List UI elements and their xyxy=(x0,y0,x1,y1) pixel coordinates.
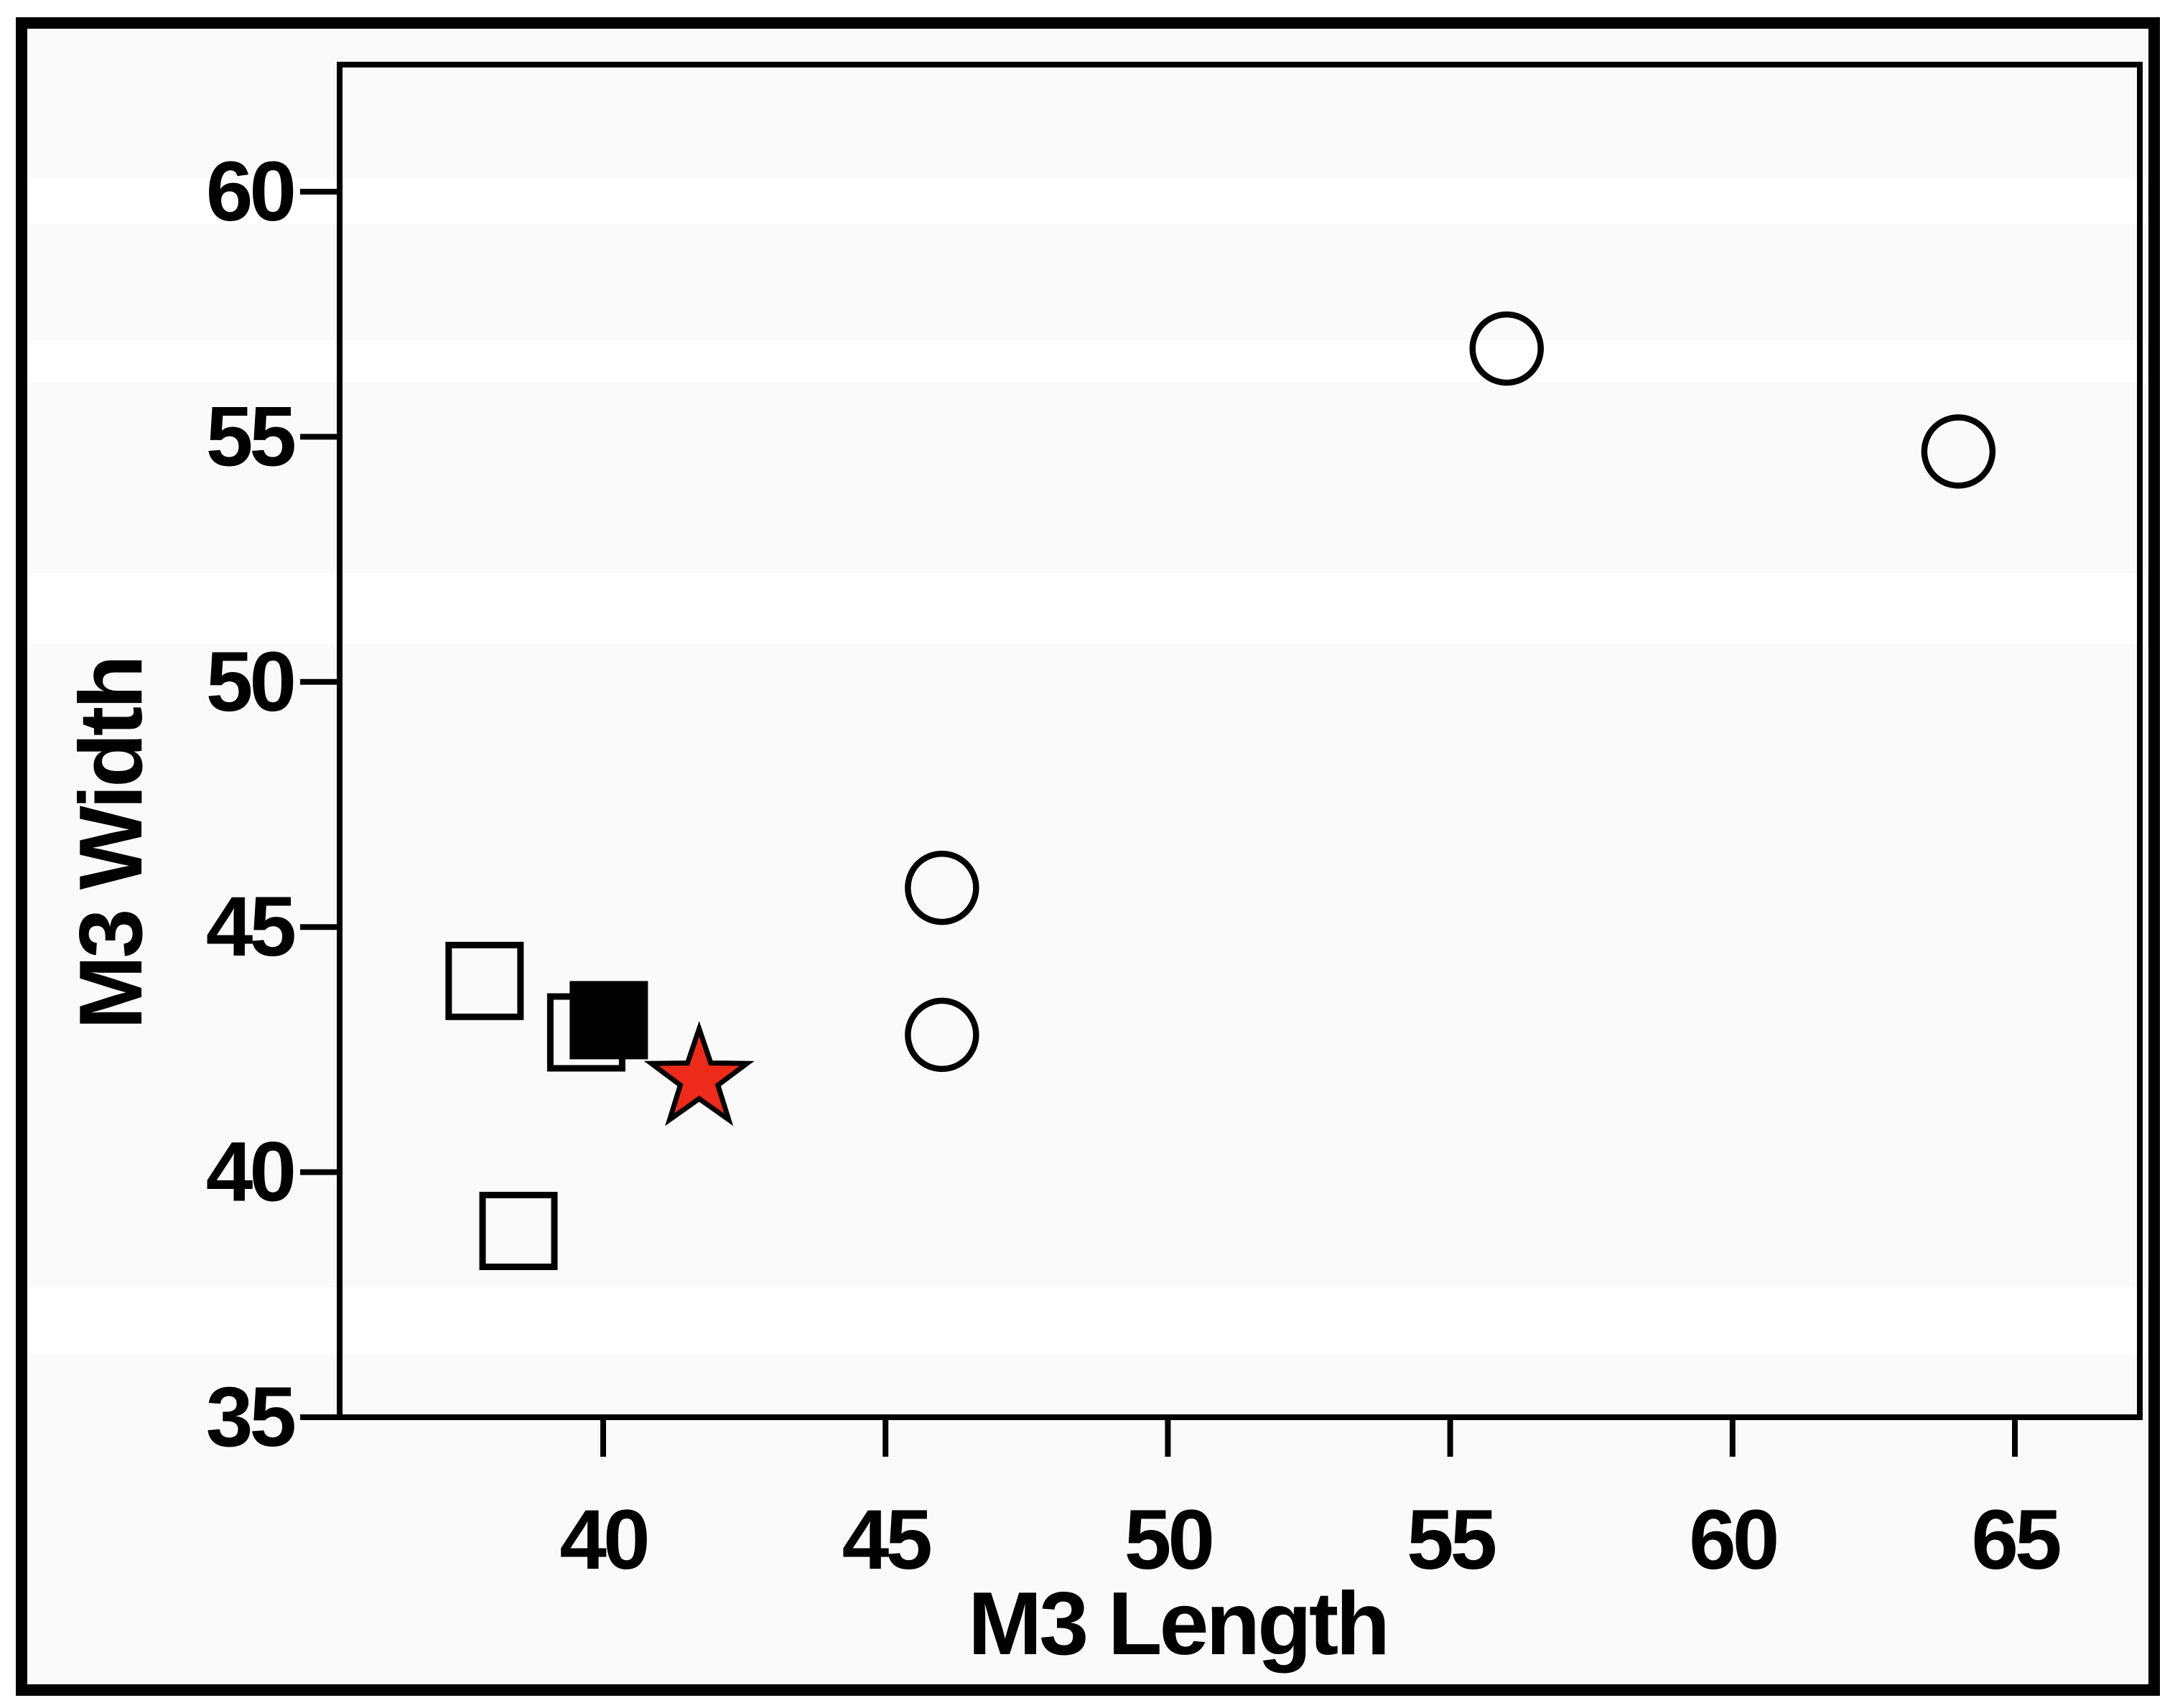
x-tick-label: 55 xyxy=(1407,1493,1496,1587)
marker-open-circle xyxy=(905,997,979,1073)
background-bands xyxy=(27,29,2148,1684)
figure-border xyxy=(16,17,2160,1696)
x-tick-label: 60 xyxy=(1689,1493,1776,1587)
marker-open-circle xyxy=(1921,414,1996,489)
stripe-white-band xyxy=(27,1287,2148,1355)
marker-open-square xyxy=(445,941,524,1020)
y-tick-label: 35 xyxy=(206,1370,295,1465)
marker-open-square xyxy=(479,1192,558,1271)
stripe-white-band xyxy=(27,178,2148,224)
stripe-white-band xyxy=(27,573,2148,645)
y-tick-label: 45 xyxy=(206,879,295,974)
x-tick-label: 65 xyxy=(1971,1493,2060,1587)
x-tick-label: 40 xyxy=(559,1493,647,1587)
x-tick-label: 50 xyxy=(1124,1493,1212,1587)
marker-filled-square xyxy=(569,981,648,1060)
y-tick-label: 50 xyxy=(206,635,294,729)
stripe-base xyxy=(27,29,2148,1684)
x-axis-label: M3 Length xyxy=(968,1574,1387,1674)
marker-open-circle xyxy=(1469,311,1544,386)
marker-red-star xyxy=(643,1021,755,1126)
stripe-white-band xyxy=(27,340,2148,382)
data-points xyxy=(445,311,1996,1271)
marker-open-circle xyxy=(905,850,979,925)
x-tick-label: 45 xyxy=(842,1493,931,1587)
plot-frame xyxy=(337,62,2143,1420)
y-tick-label: 60 xyxy=(206,144,294,239)
y-tick-label: 55 xyxy=(206,389,295,484)
y-axis-label: M3 Width xyxy=(62,658,161,1030)
axis-ticks: 40 45 50 55 60 65 35 40 45 50 55 60 xyxy=(206,144,2064,1587)
y-tick-label: 40 xyxy=(206,1125,294,1220)
